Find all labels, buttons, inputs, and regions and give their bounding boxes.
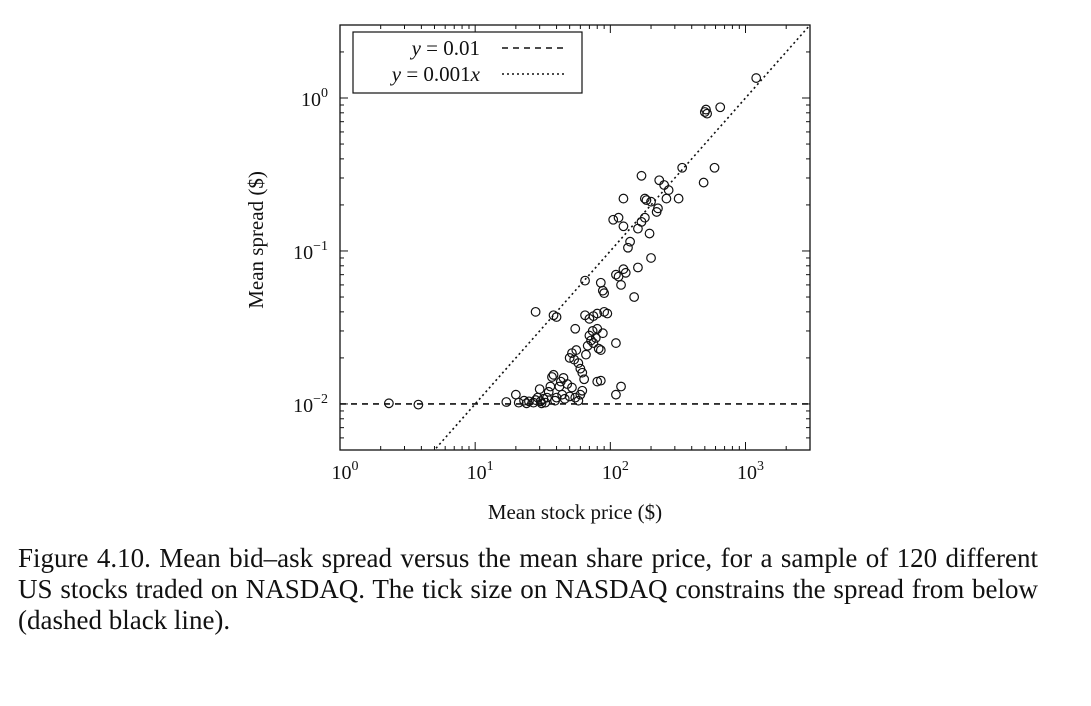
data-point — [608, 214, 619, 225]
data-point — [616, 280, 626, 290]
x-axis-label: Mean stock price ($) — [488, 500, 662, 524]
data-point — [582, 340, 593, 351]
data-point — [644, 228, 655, 239]
data-point — [593, 343, 604, 354]
data-point — [590, 333, 601, 343]
data-point — [530, 306, 541, 317]
data-point — [595, 375, 606, 386]
data-point — [540, 397, 551, 408]
data-point — [709, 162, 720, 173]
data-point — [611, 269, 621, 280]
data-points — [383, 73, 762, 410]
data-point — [618, 221, 629, 232]
data-point — [573, 358, 584, 368]
legend-label-proportional: y = 0.001x — [390, 62, 481, 86]
data-point — [611, 389, 621, 400]
y-tick-label: 10−1 — [293, 239, 328, 264]
data-point — [570, 323, 581, 334]
data-point — [570, 392, 581, 403]
data-point — [571, 345, 582, 355]
data-point — [586, 335, 596, 346]
data-point — [602, 308, 613, 319]
data-point — [623, 242, 633, 253]
data-point — [611, 338, 621, 348]
data-point — [698, 177, 709, 188]
data-point — [383, 398, 394, 409]
data-point — [524, 396, 534, 407]
data-point — [577, 367, 588, 378]
plot-frame — [339, 24, 811, 451]
data-point — [654, 175, 665, 186]
data-point — [564, 391, 575, 402]
data-point — [639, 193, 650, 204]
data-point — [677, 162, 688, 173]
data-point — [521, 398, 532, 409]
data-point — [616, 381, 626, 392]
data-point — [519, 395, 529, 406]
data-point — [573, 395, 584, 406]
x-tick-label: 103 — [737, 459, 764, 484]
data-point — [599, 288, 610, 299]
y-tick-label: 100 — [301, 86, 328, 111]
data-point — [618, 193, 629, 204]
data-point — [661, 193, 672, 204]
data-point — [702, 108, 713, 119]
data-point — [663, 185, 674, 195]
data-point — [639, 212, 650, 223]
data-point — [620, 267, 631, 278]
data-point — [595, 345, 606, 355]
data-point — [595, 277, 606, 288]
data-point — [564, 352, 575, 363]
data-point — [588, 338, 599, 348]
data-point — [625, 236, 635, 247]
data-point — [659, 180, 670, 190]
data-point — [629, 292, 640, 302]
x-tick-label: 101 — [467, 459, 494, 484]
x-tick-label: 102 — [602, 459, 629, 484]
data-point — [636, 170, 647, 181]
data-point — [577, 385, 588, 396]
data-point — [567, 382, 577, 393]
legend: y = 0.01 y = 0.001x — [352, 31, 583, 94]
data-point — [579, 374, 590, 385]
data-point — [633, 262, 643, 273]
data-point — [545, 381, 556, 392]
data-point — [701, 104, 711, 115]
data-point — [510, 389, 521, 400]
data-point — [715, 102, 726, 113]
data-point — [653, 203, 663, 214]
data-point — [641, 195, 652, 206]
data-point — [751, 73, 762, 83]
legend-label-constant: y = 0.01 — [410, 36, 480, 60]
data-point — [551, 312, 562, 322]
figure-caption: Figure 4.10. Mean bid–ask spread versus … — [18, 543, 1038, 635]
data-point — [613, 212, 624, 223]
data-point — [536, 398, 547, 409]
data-point — [597, 285, 608, 296]
data-point — [543, 386, 554, 397]
data-point — [513, 397, 524, 408]
data-point — [501, 397, 512, 407]
proportional-dotted-line — [433, 25, 810, 450]
y-tick-label: 10−2 — [293, 392, 328, 417]
data-point — [673, 193, 684, 204]
data-point — [581, 349, 591, 360]
legend-box — [352, 31, 583, 94]
data-point — [547, 372, 557, 382]
data-point — [646, 196, 656, 207]
y-axis-label: Mean spread ($) — [244, 171, 268, 309]
data-point — [530, 395, 541, 405]
data-point — [548, 369, 559, 380]
data-point — [580, 275, 590, 286]
x-tick-label: 100 — [332, 459, 359, 484]
data-point — [597, 328, 608, 339]
data-point — [413, 399, 424, 410]
data-point — [592, 308, 603, 319]
data-point — [559, 393, 570, 404]
data-point — [646, 253, 656, 263]
tick-labels: 100 101 102 103 10−2 10−1 100 — [293, 86, 764, 484]
data-point — [534, 384, 545, 395]
